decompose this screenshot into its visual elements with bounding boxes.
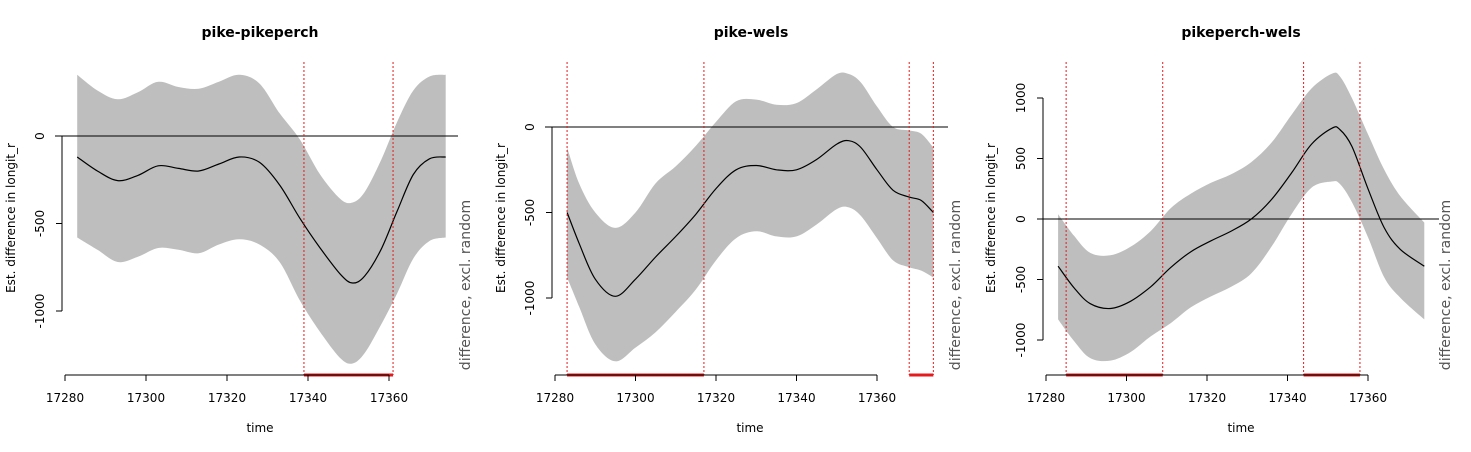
y-tick-label: 0 — [33, 132, 47, 140]
y-tick-label: -500 — [33, 210, 47, 237]
x-tick-label: 17340 — [289, 391, 327, 405]
fit-line — [76, 156, 446, 284]
panel-pikeperch-wels: 17280 17300 17320 17340 17360 1000 500 0 -500 -10… — [984, 25, 1454, 435]
panel-pike-wels: 17280 17300 17320 17340 17360 0 -500 -1000 pike-… — [494, 25, 964, 435]
y-axis-label: Est. difference in longit_r — [4, 143, 18, 293]
side-label: difference, excl. random — [948, 200, 964, 370]
x-tick-label: 17300 — [127, 391, 165, 405]
side-label: difference, excl. random — [458, 200, 474, 370]
x-tick-label: 17320 — [1188, 391, 1226, 405]
y-axis-label: Est. difference in longit_r — [494, 143, 508, 293]
x-tick-label: 17340 — [1268, 391, 1306, 405]
panel-title: pike-wels — [714, 25, 789, 41]
fit-line — [1057, 126, 1425, 310]
confidence-band — [77, 74, 446, 364]
x-axis-label: time — [246, 421, 273, 435]
y-tick-label: -1000 — [33, 294, 47, 329]
confidence-band — [567, 72, 934, 362]
y-tick-label: -500 — [523, 199, 537, 226]
x-tick-label: 17280 — [1027, 391, 1065, 405]
side-label: difference, excl. random — [1438, 200, 1454, 370]
x-tick-label: 17320 — [208, 391, 246, 405]
y-axis-label: Est. difference in longit_r — [984, 143, 998, 293]
y-tick-label: 1000 — [1014, 83, 1028, 114]
confidence-band — [1058, 72, 1425, 362]
panel-title: pike-pikeperch — [202, 25, 319, 41]
x-tick-label: 17300 — [1107, 391, 1145, 405]
x-tick-label: 17300 — [616, 391, 654, 405]
fit-line — [566, 139, 934, 297]
y-tick-label: 0 — [1014, 215, 1028, 223]
x-tick-label: 17360 — [370, 391, 408, 405]
x-tick-label: 17280 — [46, 391, 84, 405]
x-tick-label: 17360 — [1349, 391, 1387, 405]
x-axis-label: time — [736, 421, 763, 435]
y-tick-label: 0 — [523, 123, 537, 131]
x-tick-label: 17280 — [536, 391, 574, 405]
y-tick-label: 500 — [1014, 147, 1028, 170]
panel-title: pikeperch-wels — [1181, 25, 1300, 41]
panel-pike-pikeperch: 17280 17300 17320 17340 17360 0 -500 -1000 pike-… — [4, 25, 474, 435]
x-tick-label: 17320 — [697, 391, 735, 405]
x-axis-label: time — [1227, 421, 1254, 435]
y-tick-label: -1000 — [1014, 323, 1028, 358]
x-tick-label: 17340 — [777, 391, 815, 405]
y-tick-label: -1000 — [523, 281, 537, 316]
x-tick-label: 17360 — [858, 391, 896, 405]
y-tick-label: -500 — [1014, 266, 1028, 293]
